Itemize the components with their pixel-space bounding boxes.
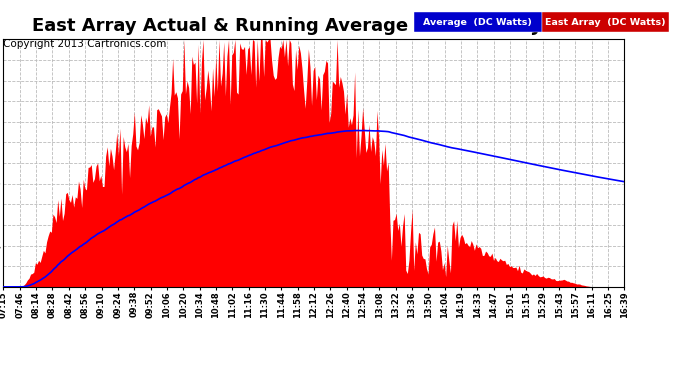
Text: East Array Actual & Running Average Power Mon Jan 14 16:51: East Array Actual & Running Average Powe… (32, 17, 658, 35)
Text: Average  (DC Watts): Average (DC Watts) (424, 18, 532, 27)
Text: East Array  (DC Watts): East Array (DC Watts) (545, 18, 666, 27)
Text: Copyright 2013 Cartronics.com: Copyright 2013 Cartronics.com (3, 39, 167, 50)
